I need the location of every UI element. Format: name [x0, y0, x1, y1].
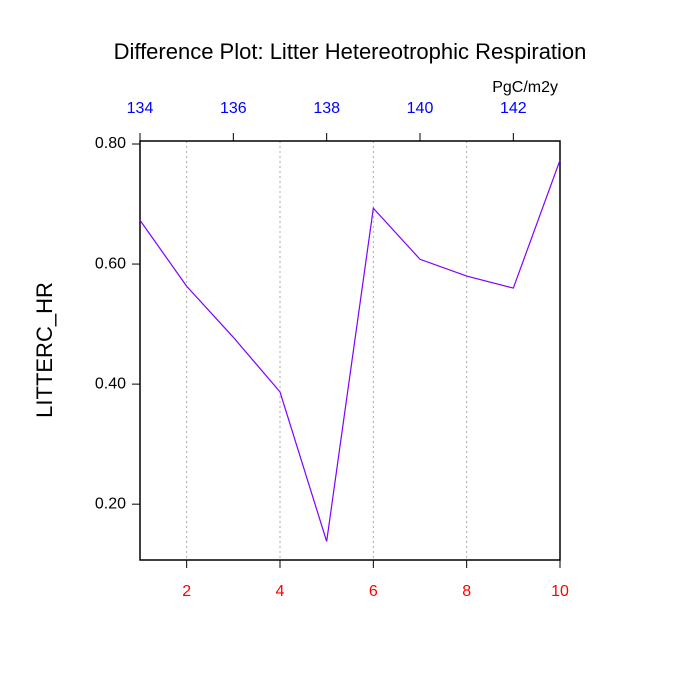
plot-frame: [139, 140, 561, 561]
y-tick-label: 0.40: [95, 375, 126, 392]
x2-tick-label: 142: [500, 100, 527, 117]
data-line: [139, 160, 561, 542]
x2-axis-unit: PgC/m2y: [492, 79, 558, 96]
x-tick-label: 10: [551, 583, 569, 600]
y-tick-label: 0.60: [95, 255, 126, 272]
x-tick-label: 6: [369, 583, 378, 600]
y-axis-label: LITTERC_HR: [32, 282, 57, 418]
y-tick-label: 0.80: [95, 135, 126, 152]
x2-tick-label: 136: [220, 100, 247, 117]
y-tick-label: 0.20: [95, 495, 126, 512]
chart-title: Difference Plot: Litter Hetereotrophic R…: [114, 39, 587, 64]
x-tick-label: 8: [462, 583, 471, 600]
x2-tick-label: 138: [313, 100, 340, 117]
x-tick-label: 2: [182, 583, 191, 600]
x2-tick-label: 134: [127, 100, 154, 117]
x2-tick-label: 140: [407, 100, 434, 117]
x-tick-label: 4: [276, 583, 285, 600]
